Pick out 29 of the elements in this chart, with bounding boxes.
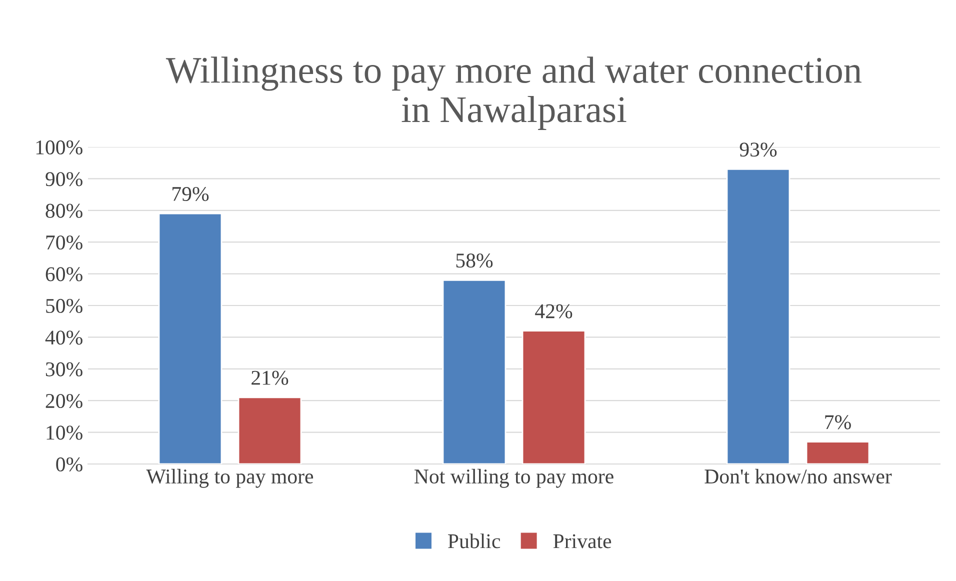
y-tick-label: 40% <box>45 330 82 345</box>
y-tick-label: 10% <box>46 426 82 440</box>
y-tick-label: 20% <box>46 394 82 408</box>
bar <box>522 330 586 464</box>
text: 58% <box>456 254 493 268</box>
y-tick-label: 60% <box>46 267 82 282</box>
bar <box>238 396 302 464</box>
bar <box>158 212 222 464</box>
bar <box>806 441 870 464</box>
y-tick-label: 0% <box>56 457 82 472</box>
y-tick-label: 90% <box>46 172 82 186</box>
bar <box>442 279 506 464</box>
y-tick-label: 50% <box>46 298 82 313</box>
y-tick-label: 80% <box>46 204 82 218</box>
x-tick-label: Not willing to pay more <box>414 468 614 488</box>
text: 7% <box>825 415 851 430</box>
text: 21% <box>252 370 288 385</box>
bar <box>726 168 790 464</box>
chart-title: Willingness to pay more and water connection in Nawalparasi <box>166 56 862 130</box>
text: 79% <box>172 186 209 202</box>
y-tick-label: 30% <box>46 362 82 376</box>
y-tick-label: 100% <box>36 140 82 154</box>
text: 93% <box>740 142 777 157</box>
x-tick-label: Willing to pay more <box>146 468 314 488</box>
y-tick-label: 70% <box>46 235 82 250</box>
legend-label: Private <box>553 534 612 548</box>
text: 42% <box>535 304 572 318</box>
x-tick-label: Don't know/no answer <box>704 468 892 484</box>
legend-label: Public <box>448 534 500 548</box>
